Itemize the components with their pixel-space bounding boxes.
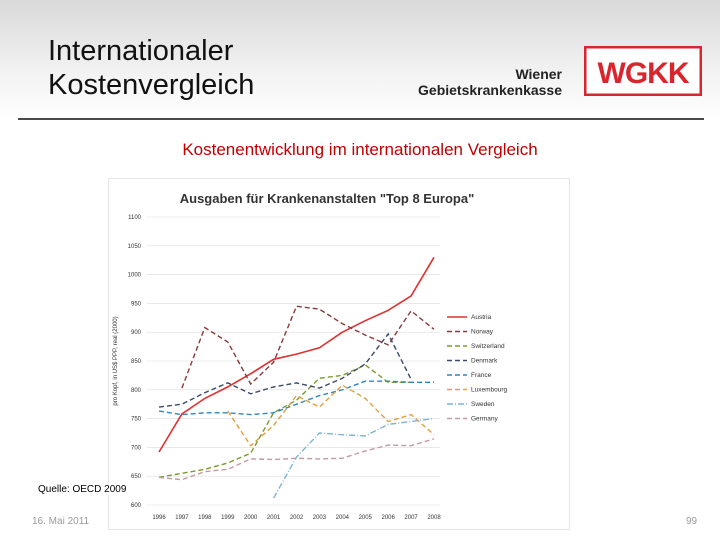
series-line-germany [158,438,435,481]
x-tick-label: 2003 [313,515,327,521]
series-line-luxembourg [227,384,435,447]
source-note: Quelle: OECD 2009 [38,484,127,495]
y-tick-label: 800 [131,388,142,394]
legend-entry: Denmark [471,358,498,365]
legend-entry: Germany [471,416,498,423]
series-line-austria [158,256,435,453]
y-tick-label: 850 [131,359,142,365]
org-name-line1: Wiener [515,66,562,82]
series-line-switzerland [158,364,412,479]
chart-container: Ausgaben für Krankenanstalten "Top 8 Eur… [108,178,570,530]
wgkk-logo: WGKK [584,46,702,96]
y-tick-label: 950 [131,301,142,307]
x-tick-label: 2002 [290,515,304,521]
x-tick-label: 2007 [404,515,418,521]
y-tick-label: 750 [131,417,142,423]
slide-title: Internationaler Kostenvergleich [48,34,254,102]
y-tick-label: 650 [131,474,142,480]
series-line-france [158,380,434,416]
legend-entry: Norway [471,329,494,336]
x-tick-label: 2004 [336,515,350,521]
x-tick-label: 2000 [244,515,258,521]
slide-title-line2: Kostenvergleich [48,69,255,101]
x-tick-label: 1999 [221,515,235,521]
series-line-sweden [272,417,435,499]
legend-entry: France [471,372,492,379]
line-chart: Ausgaben für Krankenanstalten "Top 8 Eur… [113,191,508,521]
y-tick-label: 1100 [128,215,142,221]
page-number: 99 [686,516,698,527]
organization-name: Wiener Gebietskrankenkasse [418,66,562,98]
x-tick-label: 2008 [427,515,441,521]
y-tick-label: 600 [131,503,142,509]
x-tick-label: 1997 [175,515,189,521]
chart-title: Ausgaben für Krankenanstalten "Top 8 Eur… [180,191,475,206]
slide-title-line1: Internationaler [48,35,234,67]
x-tick-label: 2005 [359,515,373,521]
slide-subtitle: Kostenentwicklung im internationalen Ver… [182,140,538,159]
y-tick-label: 1000 [128,273,142,279]
chart-y-axis-label: pro Kopf, in US$ PPP, real (2000) [113,316,119,405]
y-tick-label: 1050 [128,244,142,250]
x-tick-label: 1998 [198,515,212,521]
legend-entry: Sweden [471,401,495,408]
series-line-norway [181,305,435,389]
header-divider [18,118,704,120]
footer-date: 16. Mai 2011 [32,516,90,527]
x-tick-label: 2001 [267,515,281,521]
logo-text: WGKK [598,57,690,90]
y-tick-label: 900 [131,330,142,336]
x-tick-label: 1996 [152,515,166,521]
legend-entry: Austria [471,314,492,321]
y-tick-label: 700 [131,445,142,451]
x-tick-label: 2006 [381,515,395,521]
legend-entry: Luxembourg [471,387,508,394]
series-line-denmark [158,332,412,408]
legend-entry: Switzerland [471,343,505,350]
org-name-line2: Gebietskrankenkasse [418,82,562,98]
